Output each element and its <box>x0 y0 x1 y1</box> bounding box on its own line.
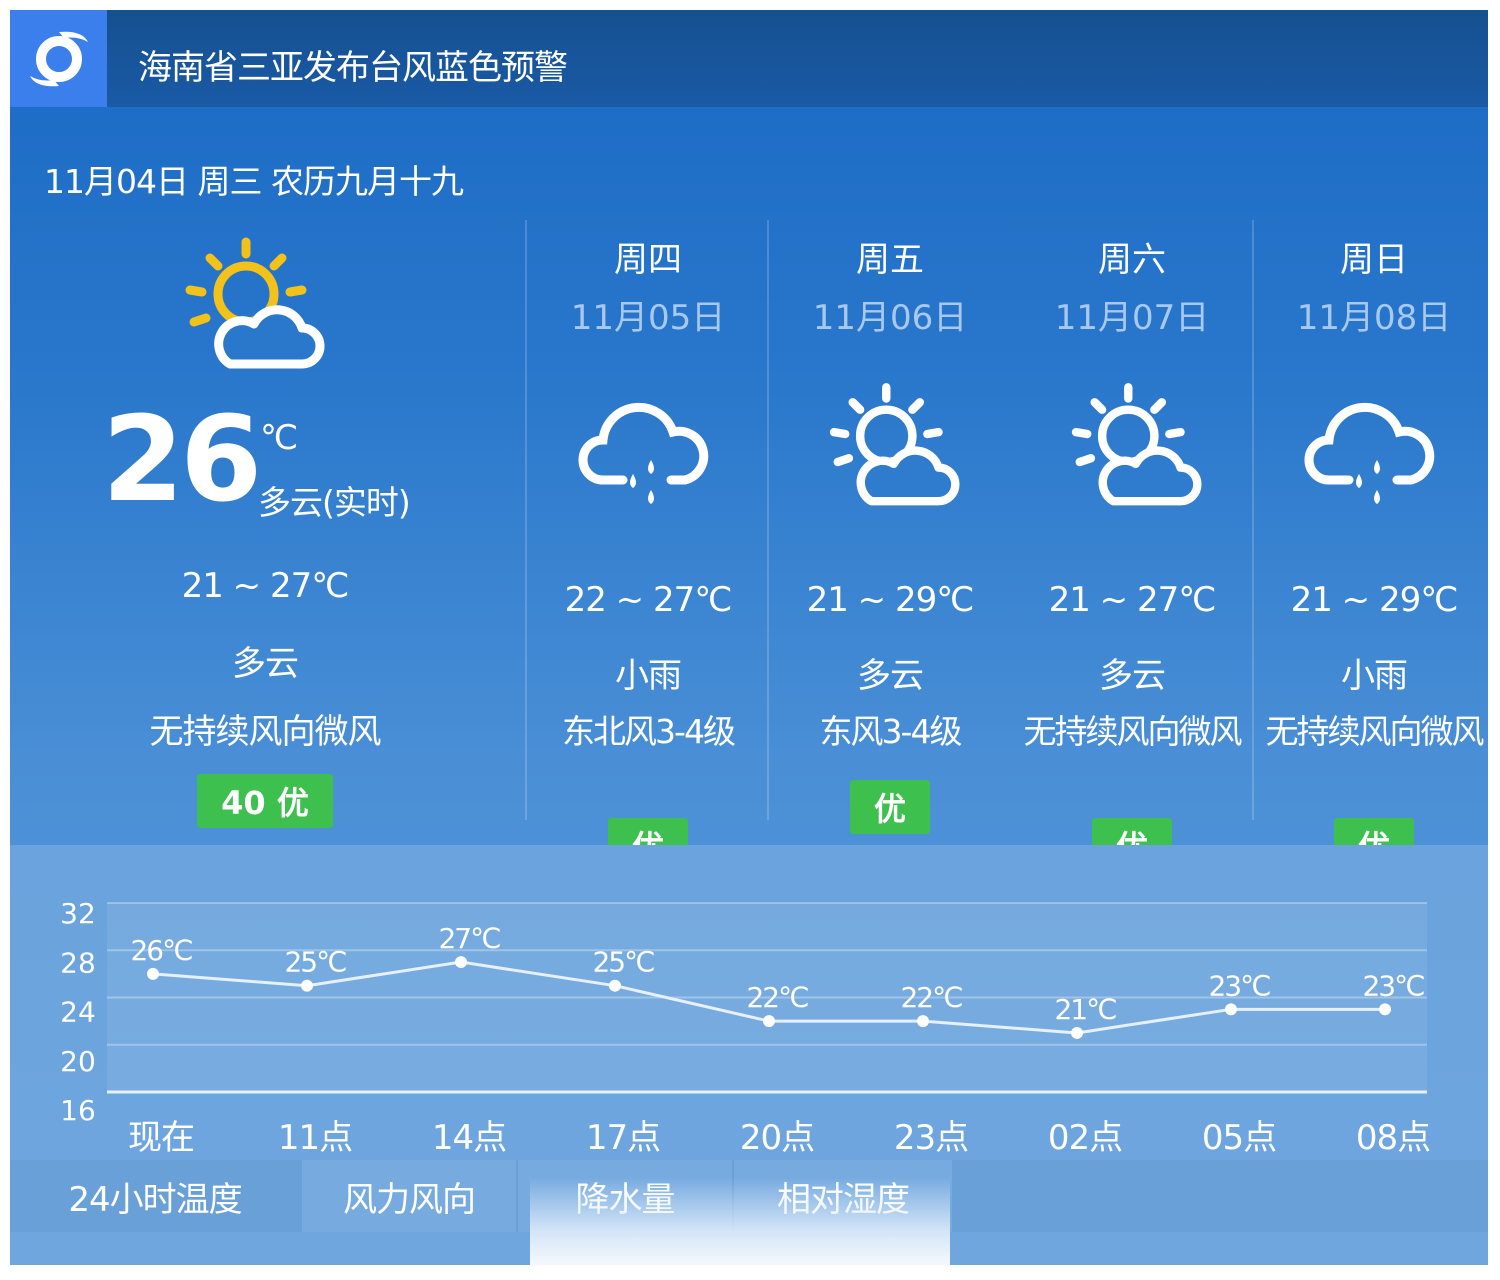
typhoon-icon <box>10 10 107 107</box>
divider <box>767 220 769 820</box>
x-tick-label: 11点 <box>278 1118 352 1158</box>
warning-header[interactable]: 海南省三亚发布台风蓝色预警 <box>10 10 1488 107</box>
current-temperature: 26 <box>102 390 262 528</box>
x-tick-label: 02点 <box>1048 1118 1122 1158</box>
today-weather: 多云 <box>232 644 299 684</box>
forecast-date: 11月06日 <box>812 298 968 338</box>
temperature-chart: 32 28 24 20 16 26℃ 现在 25℃ 11点 27℃ 14点 25℃ 17点 22℃ 20点 2… <box>60 897 1431 1158</box>
data-point <box>455 956 467 969</box>
data-point <box>917 1015 929 1028</box>
forecast-wind: 无持续风向微风 <box>1023 712 1243 751</box>
y-tick-label: 32 <box>60 897 96 930</box>
rain-cloud-icon <box>1299 392 1449 526</box>
aqi-badge: 40 优 <box>197 774 333 828</box>
forecast-day: 周四 <box>614 240 682 280</box>
tab-wind[interactable]: 风力风向 <box>302 1160 516 1232</box>
sun-cloud-icon <box>170 232 330 386</box>
divider <box>525 220 527 820</box>
data-label: 23℃ <box>1208 969 1270 1002</box>
current-condition: 多云(实时) <box>258 483 411 522</box>
overlay-fade <box>530 1178 950 1268</box>
tab-24h-temperature[interactable]: 24小时温度 <box>10 1160 300 1232</box>
x-tick-label: 23点 <box>894 1118 968 1158</box>
data-label: 26℃ <box>130 934 192 967</box>
divider <box>1252 220 1254 820</box>
aqi-badge: 优 <box>849 780 931 834</box>
y-tick-label: 28 <box>60 946 96 979</box>
forecast-wind: 无持续风向微风 <box>1265 712 1485 751</box>
x-tick-label: 现在 <box>128 1118 194 1158</box>
y-tick-label: 16 <box>60 1094 96 1127</box>
data-point <box>1379 1003 1391 1016</box>
date-line: 11月04日 周三 农历九月十九 <box>44 162 464 201</box>
forecast-date: 11月07日 <box>1054 298 1210 338</box>
plot-area <box>107 903 1427 1092</box>
forecast-range: 21 ~ 29℃ <box>1290 580 1459 620</box>
rain-cloud-icon <box>573 392 723 526</box>
forecast-date: 11月05日 <box>570 298 726 338</box>
warning-title[interactable]: 海南省三亚发布台风蓝色预警 <box>138 48 568 88</box>
forecast-range: 21 ~ 27℃ <box>1048 580 1217 620</box>
x-tick-label: 14点 <box>432 1118 506 1158</box>
forecast-weather: 多云 <box>857 656 924 696</box>
y-tick-label: 20 <box>60 1045 96 1078</box>
forecast-range: 22 ~ 27℃ <box>564 580 733 620</box>
data-label: 25℃ <box>284 946 346 979</box>
forecast-range: 21 ~ 29℃ <box>806 580 975 620</box>
x-tick-label: 20点 <box>740 1118 814 1158</box>
data-label: 22℃ <box>746 981 808 1014</box>
data-label: 27℃ <box>438 922 500 955</box>
forecast-day: 周日 <box>1340 240 1408 280</box>
x-tick-label: 08点 <box>1356 1118 1430 1158</box>
data-point <box>147 967 159 980</box>
forecast-wind: 东风3-4级 <box>819 712 963 751</box>
x-tick-label: 17点 <box>586 1118 660 1158</box>
weather-card: 海南省三亚发布台风蓝色预警 11月04日 周三 农历九月十九 26 ℃ 多云(实… <box>10 10 1488 1265</box>
forecast-wind: 东北风3-4级 <box>562 712 736 751</box>
temperature-unit: ℃ <box>260 418 299 458</box>
data-label: 22℃ <box>900 981 962 1014</box>
forecast-day: 周五 <box>856 240 924 280</box>
forecast-day: 周六 <box>1098 240 1166 280</box>
data-point <box>1071 1026 1083 1039</box>
forecast-weather: 小雨 <box>1341 656 1408 696</box>
today-range: 21 ~ 27℃ <box>181 566 350 606</box>
sun-cloud-icon <box>1057 378 1207 522</box>
forecast-weather: 多云 <box>1099 656 1166 696</box>
forecast-weather: 小雨 <box>615 656 682 696</box>
sun-cloud-icon <box>815 378 965 522</box>
data-label: 25℃ <box>592 946 654 979</box>
data-point <box>301 979 313 992</box>
x-tick-label: 05点 <box>1202 1118 1276 1158</box>
y-tick-label: 24 <box>60 996 96 1029</box>
data-point <box>1225 1003 1237 1016</box>
data-point <box>763 1015 775 1028</box>
today-wind: 无持续风向微风 <box>149 712 382 752</box>
data-label: 21℃ <box>1054 993 1116 1026</box>
forecast-date: 11月08日 <box>1296 298 1452 338</box>
data-label: 23℃ <box>1362 969 1424 1002</box>
data-point <box>609 979 621 992</box>
